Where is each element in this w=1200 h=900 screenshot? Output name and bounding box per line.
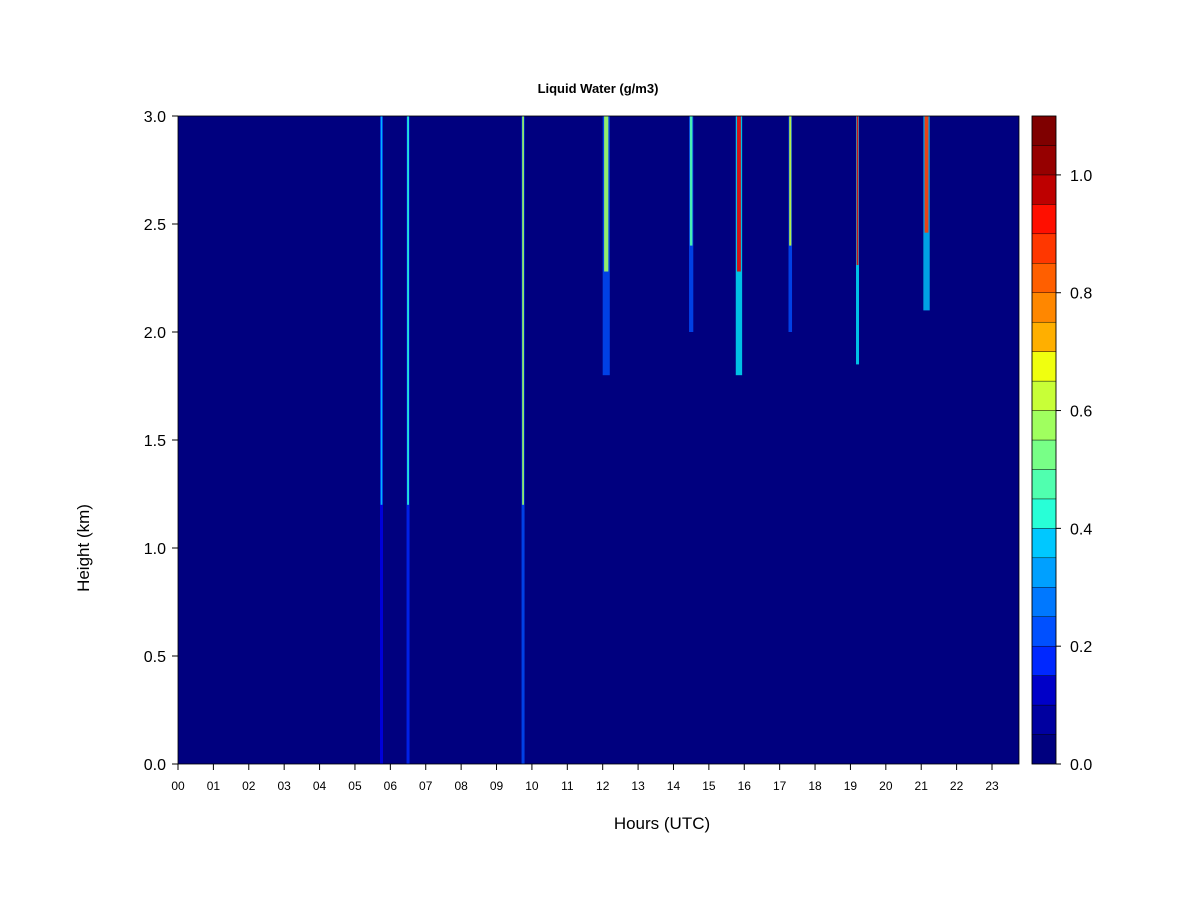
x-tick-label: 12 [596,779,610,793]
liquid-water-core [789,116,792,246]
colorbar-tick-label: 1.0 [1070,168,1092,185]
colorbar-step [1031,204,1057,235]
colorbar-step [1031,528,1057,559]
x-tick-label: 18 [808,779,822,793]
colorbar-step [1031,557,1057,588]
colorbar-step [1031,734,1057,765]
y-tick-label: 1.5 [144,433,166,450]
colorbar-step [1031,704,1057,735]
colorbar-step [1031,498,1057,529]
colorbar-tick-label: 0.6 [1070,404,1092,421]
y-tick-label: 2.5 [144,217,166,234]
liquid-water-core [689,116,693,246]
colorbar-step [1031,380,1057,411]
colorbar-step [1031,115,1057,146]
x-axis: 00 01 02 03 04 05 06 07 08 09 10 11 12 13 14 15 16 17 18 19… [171,764,999,793]
x-tick-label: 07 [419,779,433,793]
colorbar-step [1031,145,1057,176]
colorbar-step [1031,263,1057,293]
x-tick-label: 05 [348,779,362,793]
x-tick-label: 21 [915,779,929,793]
x-tick-label: 01 [207,779,221,793]
colorbar-tick-label: 0.8 [1070,286,1092,303]
plot-background [178,116,1019,764]
y-tick-label: 2.0 [144,325,166,342]
y-tick-label: 0.5 [144,649,166,666]
colorbar-step [1031,616,1057,647]
x-tick-label: 10 [525,779,539,793]
y-axis-label: Height (km) [74,504,93,592]
x-tick-label: 09 [490,779,504,793]
colorbar-step [1031,675,1057,706]
colorbar-border [1031,115,1057,765]
colorbar-step [1031,469,1057,500]
x-axis-label: Hours (UTC) [614,814,710,833]
colorbar-step [1031,233,1057,264]
x-tick-label: 06 [384,779,398,793]
x-tick-label: 15 [702,779,716,793]
x-tick-label: 11 [561,779,574,793]
plot-area [177,115,1020,765]
liquid-water-core [737,116,741,272]
colorbar-step [1031,439,1057,470]
colorbar-tick-label: 0.2 [1070,639,1092,656]
colorbar-tick-label: 0.4 [1070,521,1092,538]
liquid-water-core [522,116,524,505]
x-tick-label: 17 [773,779,787,793]
liquid-water-core [407,116,409,505]
liquid-water-core [924,116,929,233]
liquid-water-core [380,116,383,505]
colorbar: 0.0 0.2 0.4 0.6 0.8 1.0 [1031,115,1092,774]
x-tick-label: 20 [879,779,893,793]
colorbar-step [1031,351,1057,382]
x-tick-label: 13 [631,779,645,793]
y-tick-label: 0.0 [144,757,166,774]
y-axis: 0.0 0.5 1.0 1.5 2.0 2.5 3.0 [144,109,178,774]
colorbar-tick-label: 0.0 [1070,757,1092,774]
x-tick-label: 22 [950,779,964,793]
x-tick-label: 23 [985,779,999,793]
colorbar-step [1031,410,1057,441]
x-tick-label: 16 [738,779,752,793]
liquid-water-core [604,116,609,272]
x-tick-label: 08 [454,779,468,793]
x-tick-label: 03 [277,779,291,793]
x-tick-label: 14 [667,779,681,793]
y-tick-label: 1.0 [144,541,166,558]
data-bands [380,116,930,764]
colorbar-step [1031,645,1057,676]
x-tick-label: 00 [171,779,185,793]
x-tick-label: 02 [242,779,256,793]
x-tick-label: 04 [313,779,327,793]
y-tick-label: 3.0 [144,109,166,126]
colorbar-step [1031,174,1057,205]
liquid-water-core [856,116,859,266]
colorbar-step [1031,587,1057,617]
chart-title: Liquid Water (g/m3) [538,81,659,96]
x-tick-label: 19 [844,779,858,793]
colorbar-step [1031,321,1057,352]
colorbar-step [1031,292,1057,323]
